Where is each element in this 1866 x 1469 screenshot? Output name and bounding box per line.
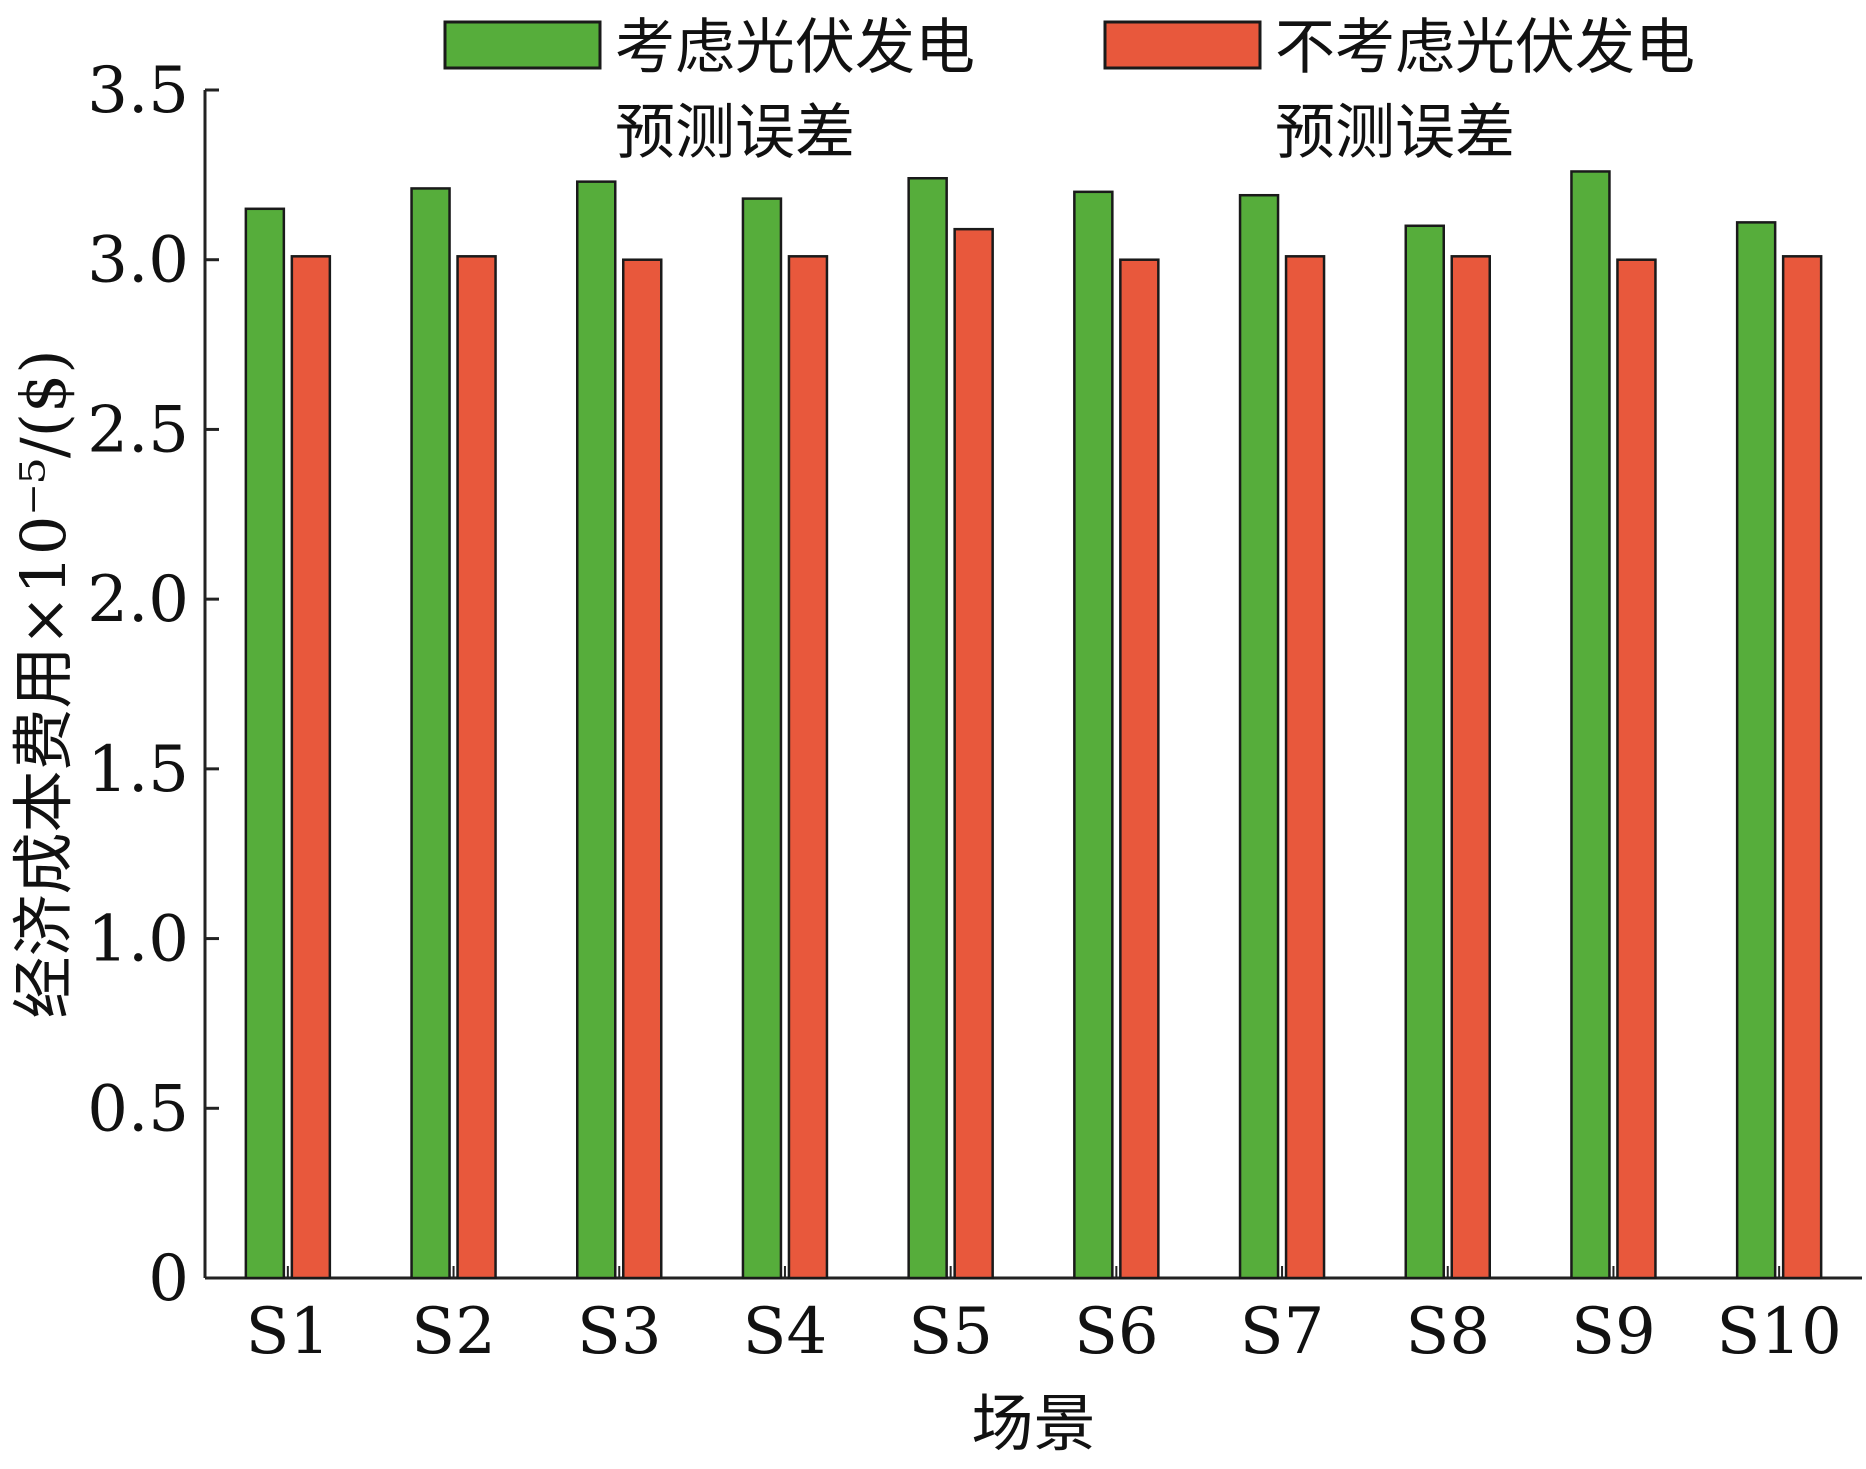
bar-without-error-s9 xyxy=(1616,258,1657,1280)
x-tick-label: S5 xyxy=(908,1295,993,1369)
x-tick-label: S9 xyxy=(1571,1295,1656,1369)
bar-with-error-s3 xyxy=(576,180,617,1280)
bar-without-error-s4 xyxy=(787,255,829,1280)
y-tick-label: 3.0 xyxy=(87,224,189,298)
bar-without-error-s5 xyxy=(953,227,994,1280)
x-tick-label: S10 xyxy=(1717,1295,1842,1369)
x-tick-label: S1 xyxy=(246,1295,331,1369)
bar-with-error-s7 xyxy=(1238,193,1280,1280)
bar-with-error-s5 xyxy=(907,177,948,1280)
bar-with-error-s6 xyxy=(1073,190,1114,1280)
bar-with-error-s8 xyxy=(1404,224,1445,1280)
y-axis-title: 经济成本费用×10⁻⁵/($) xyxy=(7,349,80,1018)
x-tick-label: S4 xyxy=(743,1295,828,1369)
bar-with-error-s10 xyxy=(1735,221,1777,1280)
bar-with-error-s9 xyxy=(1570,170,1611,1280)
bar-without-error-s8 xyxy=(1450,255,1491,1280)
bar-without-error-s7 xyxy=(1284,255,1326,1280)
x-tick-label: S7 xyxy=(1240,1295,1325,1369)
legend-label: 考虑光伏发电 xyxy=(615,13,975,83)
x-tick-label: S2 xyxy=(411,1295,496,1369)
bar-with-error-s2 xyxy=(410,187,451,1280)
y-tick-label: 2.5 xyxy=(87,393,189,467)
y-tick-label: 0 xyxy=(148,1242,189,1316)
y-tick-label: 2.0 xyxy=(87,563,189,637)
legend-label: 预测误差 xyxy=(615,98,855,168)
legend-swatch-without-error xyxy=(1103,20,1262,70)
bar-without-error-s2 xyxy=(456,255,497,1280)
y-tick-label: 1.0 xyxy=(87,903,189,977)
x-tick-label: S3 xyxy=(577,1295,662,1369)
bar-without-error-s6 xyxy=(1119,258,1160,1280)
legend-label: 不考虑光伏发电 xyxy=(1275,13,1695,83)
bar-without-error-s10 xyxy=(1781,255,1823,1280)
tick-labels: 0 0.5 1.0 1.5 2.0 2.5 3.0 3.5 S1 S2 S3 S4 S5 S6 S7 S8 S9… xyxy=(87,54,1842,1369)
y-tick-label: 0.5 xyxy=(87,1072,189,1146)
bar-without-error-s3 xyxy=(622,258,663,1280)
bar-without-error-s1 xyxy=(290,255,332,1280)
x-axis-title: 场景 xyxy=(971,1387,1095,1460)
bar-with-error-s1 xyxy=(244,207,286,1280)
legend-label: 预测误差 xyxy=(1275,98,1515,168)
axes xyxy=(203,90,1862,1280)
x-tick-label: S6 xyxy=(1074,1295,1159,1369)
y-tick-label: 1.5 xyxy=(87,733,189,807)
y-tick-label: 3.5 xyxy=(87,54,189,128)
bar-with-error-s4 xyxy=(741,197,783,1280)
bars xyxy=(244,170,1823,1280)
legend-swatch-with-error xyxy=(443,20,602,70)
x-tick-label: S8 xyxy=(1405,1295,1490,1369)
